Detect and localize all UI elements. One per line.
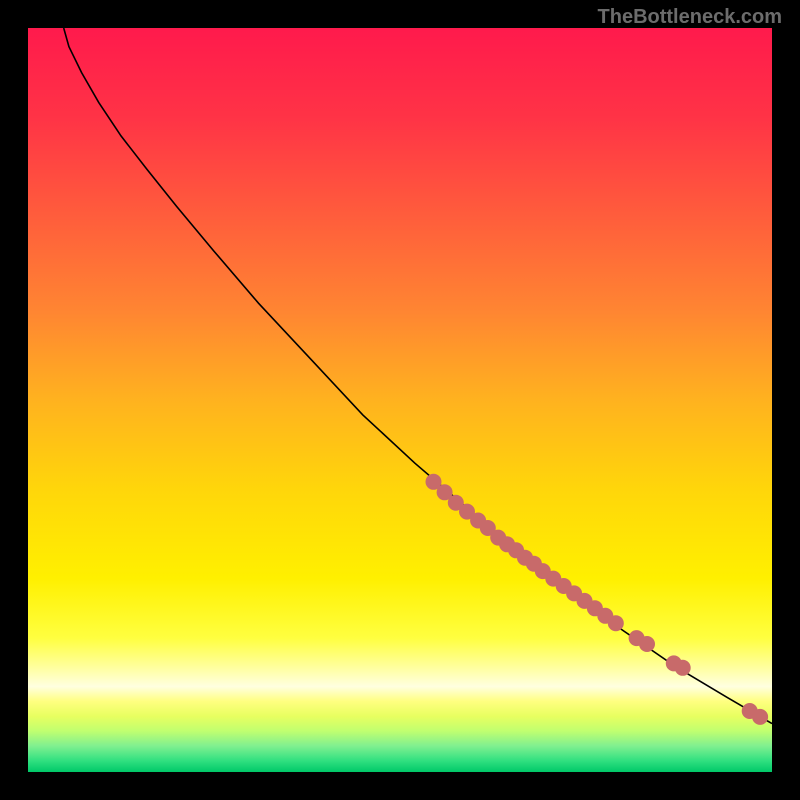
data-point bbox=[639, 636, 655, 652]
data-markers bbox=[426, 474, 769, 725]
data-point bbox=[752, 709, 768, 725]
plot-area bbox=[28, 28, 772, 772]
chart-svg bbox=[28, 28, 772, 772]
data-point bbox=[608, 615, 624, 631]
chart-canvas: TheBottleneck.com bbox=[0, 0, 800, 800]
watermark-text: TheBottleneck.com bbox=[598, 6, 782, 29]
data-point bbox=[675, 660, 691, 676]
trend-curve bbox=[64, 28, 772, 724]
